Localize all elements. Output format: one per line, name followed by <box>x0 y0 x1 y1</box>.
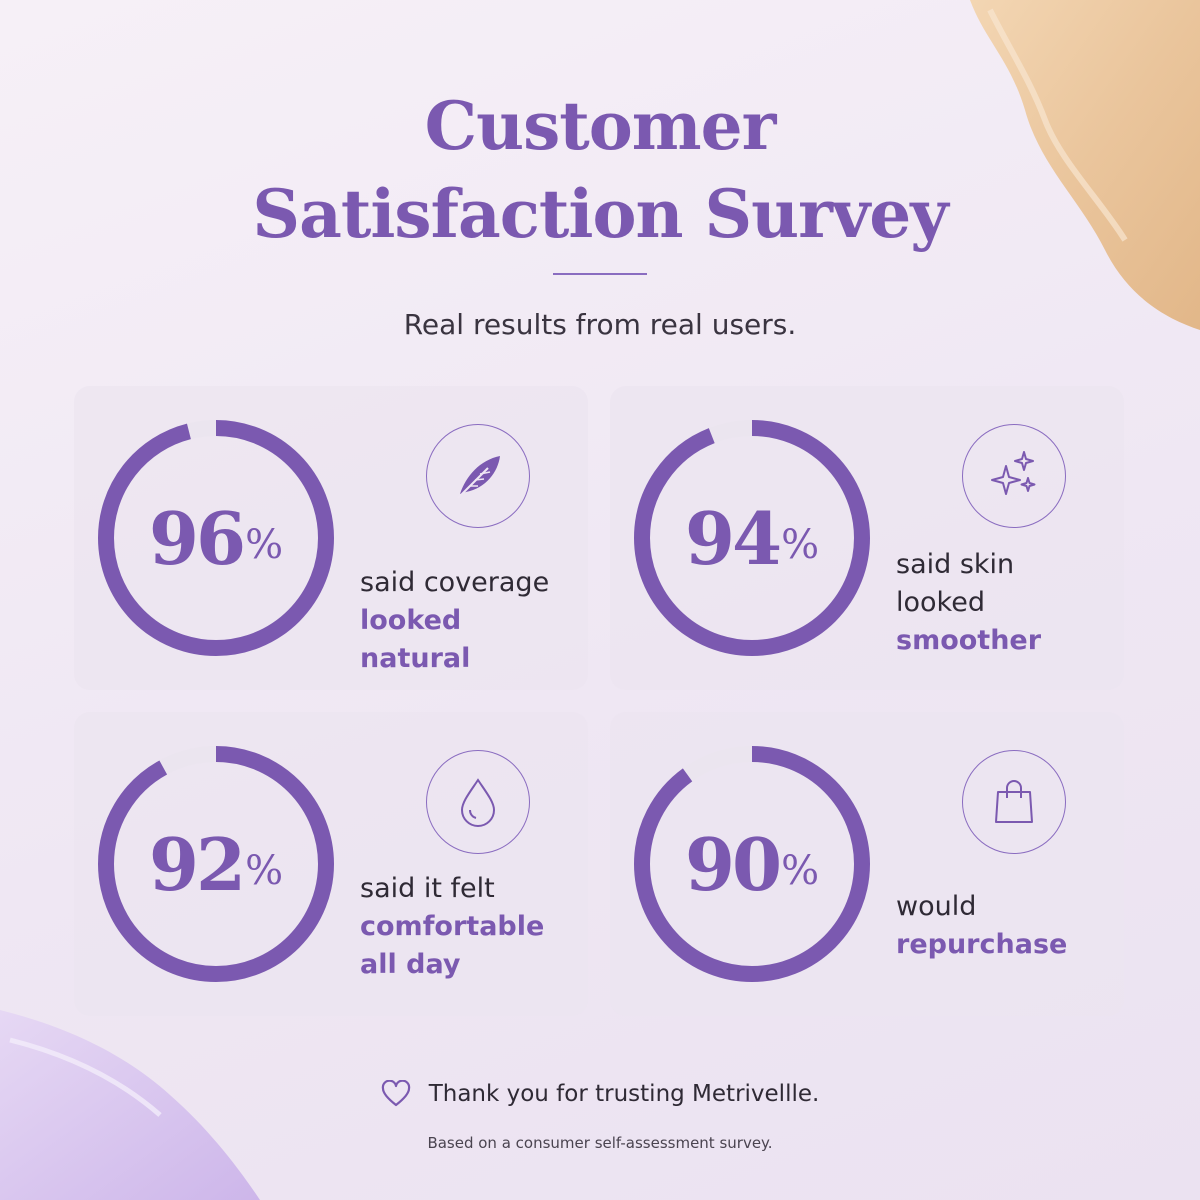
caption-highlight: looked natural <box>360 605 471 674</box>
caption-highlight: smoother <box>896 625 1042 656</box>
title-divider <box>553 273 647 275</box>
feather-icon <box>426 424 530 528</box>
caption-text: said coverage <box>360 567 550 598</box>
progress-ring <box>634 420 870 656</box>
heart-icon <box>381 1080 410 1107</box>
stat-value: 90 <box>684 821 782 907</box>
stat-caption: said skin looked smoother <box>896 546 1116 660</box>
stat-caption: said coverage looked natural <box>360 564 580 678</box>
stat-card-comfortable: 92% said it felt comfortable all day <box>74 712 588 1016</box>
thank-you-text: Thank you for trusting Metrivellle. <box>428 1081 820 1107</box>
progress-ring <box>634 746 870 982</box>
percent-sign: % <box>245 522 284 568</box>
stat-percentage: 94% <box>632 418 872 658</box>
stat-caption: would repurchase <box>896 888 1116 964</box>
caption-text: said it felt <box>360 873 495 904</box>
subtitle: Real results from real users. <box>403 308 797 341</box>
percent-sign: % <box>781 522 820 568</box>
thank-you-line: Thank you for trusting Metrivellle. <box>0 1080 1200 1108</box>
stat-card-smoother: 94% said skin looked smoother <box>610 386 1124 690</box>
caption-text: would <box>896 891 977 922</box>
progress-ring <box>98 746 334 982</box>
title-line-2: Satisfaction Survey <box>252 175 948 253</box>
page-title: Customer Satisfaction Survey <box>0 82 1200 258</box>
stat-value: 94 <box>684 495 782 581</box>
stat-percentage: 90% <box>632 744 872 984</box>
caption-text: said skin <box>896 549 1015 580</box>
caption-text: looked <box>896 587 985 618</box>
stat-card-coverage: 96% said coverage looked natural <box>74 386 588 690</box>
stat-value: 96 <box>148 495 246 581</box>
stat-percentage: 96% <box>96 418 336 658</box>
progress-ring <box>98 420 334 656</box>
stat-card-repurchase: 90% would repurchase <box>610 712 1124 1016</box>
percent-sign: % <box>245 848 284 894</box>
caption-highlight: all day <box>360 949 461 980</box>
sparkles-icon <box>962 424 1066 528</box>
caption-highlight: comfortable <box>360 911 545 942</box>
caption-highlight: repurchase <box>896 929 1068 960</box>
stat-value: 92 <box>148 821 246 907</box>
stat-percentage: 92% <box>96 744 336 984</box>
stat-caption: said it felt comfortable all day <box>360 870 580 984</box>
shopping-bag-icon <box>962 750 1066 854</box>
percent-sign: % <box>781 848 820 894</box>
survey-disclaimer: Based on a consumer self-assessment surv… <box>427 1134 773 1152</box>
title-line-1: Customer <box>424 87 777 165</box>
droplet-icon <box>426 750 530 854</box>
